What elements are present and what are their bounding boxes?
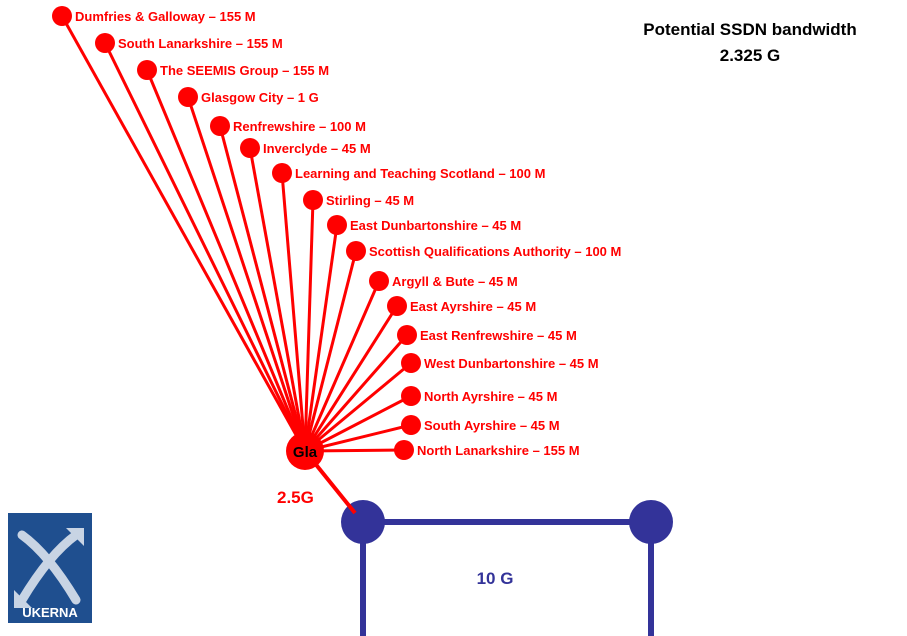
site-node [178, 87, 198, 107]
arrow-head-bottom-left [14, 590, 32, 608]
site-spokes [60, 15, 412, 453]
site-node [303, 190, 323, 210]
site-spoke [103, 42, 307, 452]
site-spoke [248, 147, 307, 452]
site-node [52, 6, 72, 26]
site-label: Stirling – 45 M [326, 193, 414, 208]
hub-label: Gla [293, 444, 318, 461]
site-node [387, 296, 407, 316]
logo-text: UKERNA [22, 605, 78, 620]
site-label: Inverclyde – 45 M [263, 141, 371, 156]
core-node-right [629, 500, 673, 544]
site-label: East Ayrshire – 45 M [410, 299, 536, 314]
site-label: The SEEMIS Group – 155 M [160, 63, 329, 78]
site-label: East Dunbartonshire – 45 M [350, 218, 521, 233]
site-spoke [303, 199, 315, 452]
site-node [346, 241, 366, 261]
site-spoke [186, 96, 307, 452]
site-label: Dumfries & Galloway – 155 M [75, 9, 256, 24]
site-label: East Renfrewshire – 45 M [420, 328, 577, 343]
site-node [401, 415, 421, 435]
site-label: Scottish Qualifications Authority – 100 … [369, 244, 621, 259]
core-network: 10 G [341, 500, 673, 636]
site-label: Glasgow City – 1 G [201, 90, 319, 105]
site-spoke [303, 250, 358, 452]
site-label: South Lanarkshire – 155 M [118, 36, 283, 51]
site-spoke [303, 224, 339, 452]
site-node [401, 353, 421, 373]
title-line-1: Potential SSDN bandwidth [643, 20, 856, 39]
site-node [240, 138, 260, 158]
site-node [394, 440, 414, 460]
site-spoke [280, 172, 307, 452]
site-label: North Ayrshire – 45 M [424, 389, 557, 404]
site-label: Learning and Teaching Scotland – 100 M [295, 166, 545, 181]
site-node [137, 60, 157, 80]
site-label: West Dunbartonshire – 45 M [424, 356, 599, 371]
site-node [210, 116, 230, 136]
site-node [397, 325, 417, 345]
site-node [401, 386, 421, 406]
site-label: Renfrewshire – 100 M [233, 119, 366, 134]
site-node [272, 163, 292, 183]
site-node [327, 215, 347, 235]
site-spoke [303, 280, 381, 452]
ukerna-crossing-arrows-icon [17, 530, 81, 605]
hub-node [286, 432, 324, 470]
site-label: Argyll & Bute – 45 M [392, 274, 518, 289]
site-spoke [218, 125, 307, 452]
core-bandwidth-label: 10 G [477, 569, 514, 588]
ukerna-logo: UKERNA [8, 513, 92, 623]
site-spoke [304, 394, 412, 453]
site-node [369, 271, 389, 291]
site-spoke [304, 361, 412, 453]
site-nodes: Dumfries & Galloway – 155 M South Lanarks… [52, 6, 621, 460]
site-spoke [60, 15, 307, 452]
site-label: North Lanarkshire – 155 M [417, 443, 580, 458]
site-spoke [303, 305, 399, 452]
site-spoke [145, 69, 307, 452]
title-line-2: 2.325 G [720, 46, 781, 65]
arrow-head-top-right [66, 528, 84, 546]
uplink-bandwidth-label: 2.5G [277, 488, 314, 507]
site-spoke [303, 334, 409, 452]
site-node [95, 33, 115, 53]
site-label: South Ayrshire – 45 M [424, 418, 560, 433]
